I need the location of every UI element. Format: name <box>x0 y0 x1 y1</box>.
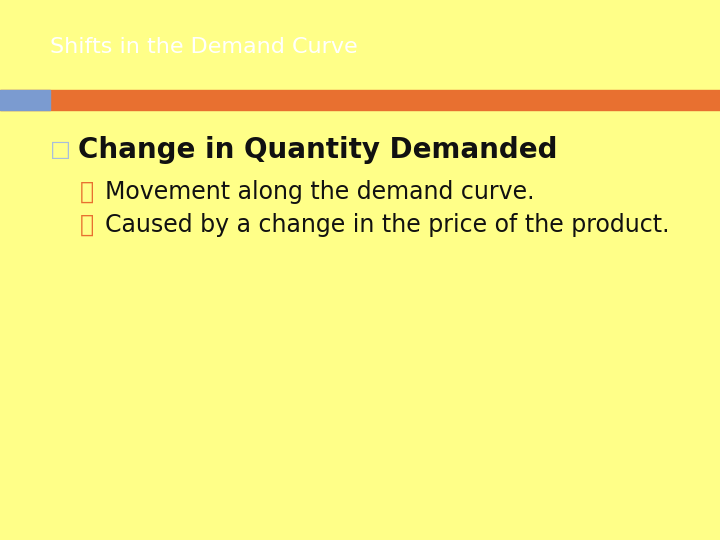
Text: Movement along the demand curve.: Movement along the demand curve. <box>105 180 534 204</box>
Bar <box>0 90 720 110</box>
Text: ⦿: ⦿ <box>80 213 94 237</box>
Text: Shifts in the Demand Curve: Shifts in the Demand Curve <box>50 37 358 57</box>
Text: □: □ <box>50 140 71 160</box>
Bar <box>0 90 50 110</box>
Text: Caused by a change in the price of the product.: Caused by a change in the price of the p… <box>105 213 670 237</box>
Text: ⦿: ⦿ <box>80 180 94 204</box>
Text: Change in Quantity Demanded: Change in Quantity Demanded <box>78 136 557 164</box>
